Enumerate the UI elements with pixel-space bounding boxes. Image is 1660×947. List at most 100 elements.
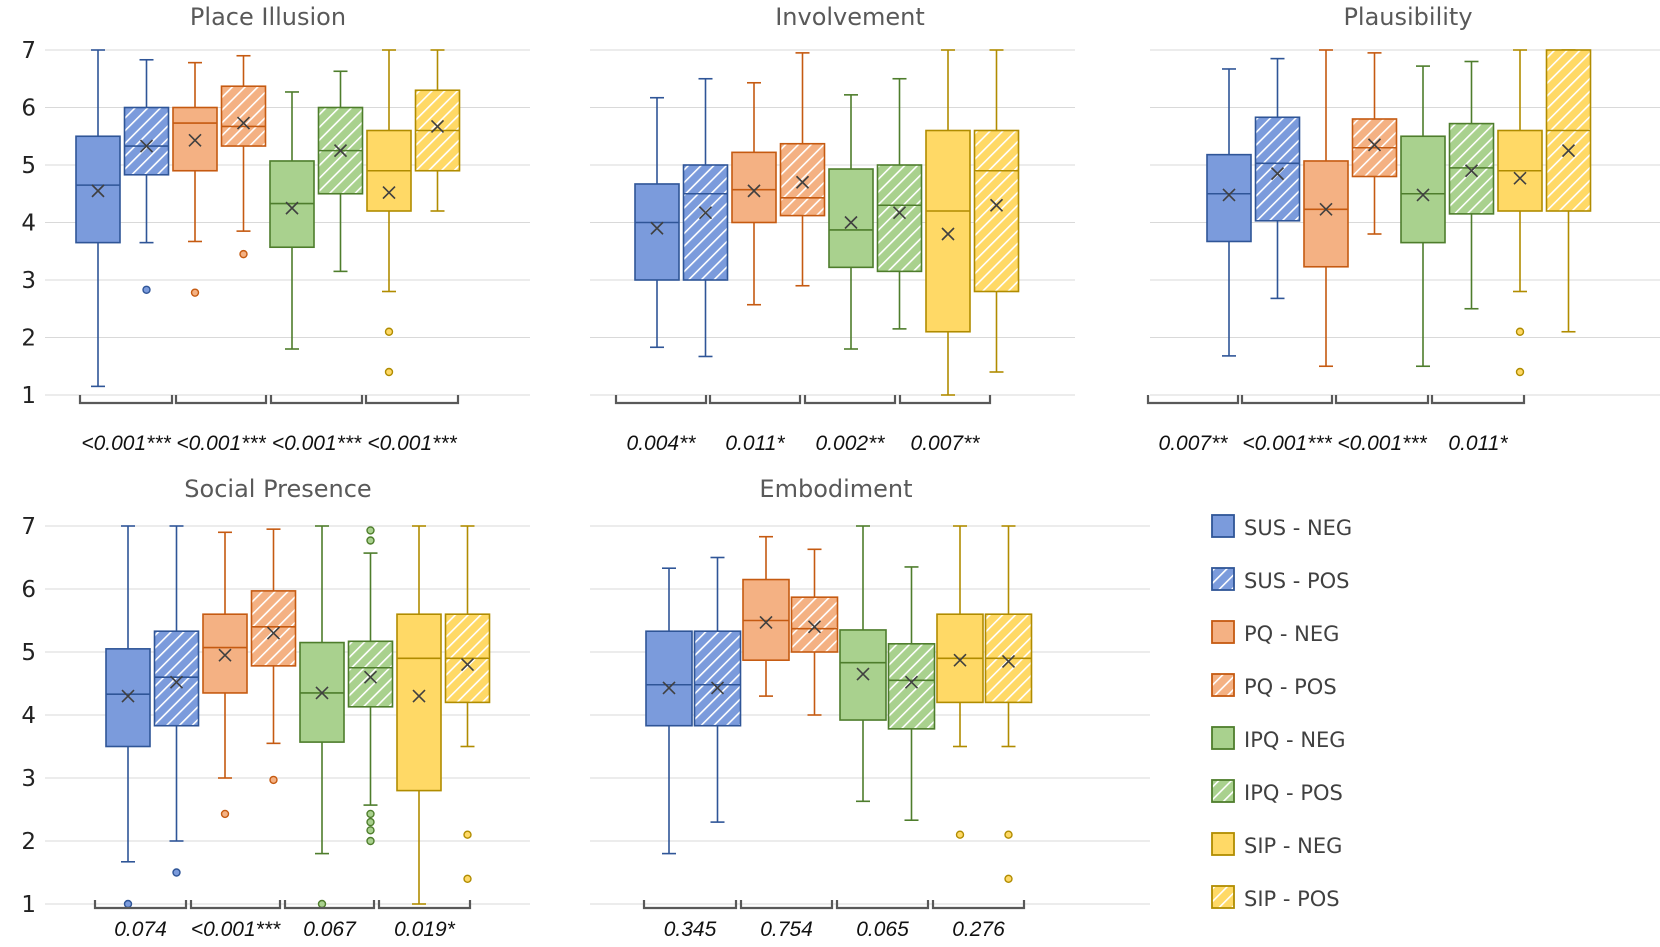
p-value-label: <0.001*** (81, 432, 171, 455)
box-iqr (75, 135, 121, 244)
mean-marker (1001, 654, 1016, 669)
legend-swatch (1211, 726, 1235, 750)
p-value-label: 0.002** (816, 432, 886, 455)
box-iqr (1254, 116, 1301, 222)
outlier-point (366, 809, 375, 819)
mean-marker (139, 139, 154, 153)
legend: SUS - NEG SUS - POS PQ - NEG PQ - POS IPQ - … (1211, 514, 1352, 911)
box-pq-neg (731, 81, 777, 306)
y-tick-label: 6 (21, 577, 36, 603)
mean-marker (333, 144, 348, 158)
box-pq-neg (1303, 49, 1349, 368)
outlier-point (172, 868, 181, 877)
mean-marker (460, 658, 475, 672)
significance-bracket (78, 395, 174, 405)
panel-title: Embodiment (759, 475, 912, 503)
y-tick-label: 1 (21, 892, 36, 918)
box-sus-pos (123, 58, 170, 294)
box-sip-pos (973, 49, 1020, 373)
p-value-label: 0.004** (627, 432, 697, 455)
box-iqr (1303, 160, 1349, 268)
significance-bracket (189, 900, 282, 910)
box-pq-pos (779, 52, 826, 287)
p-value-label: <0.001*** (176, 432, 266, 455)
box-ipq-neg (1400, 65, 1446, 368)
box-iqr (790, 596, 839, 653)
box-ipq-pos (347, 526, 394, 846)
mean-marker (795, 175, 810, 189)
box-ipq-pos (876, 77, 923, 330)
box-ipq-pos (1448, 60, 1495, 310)
outlier-point (366, 536, 375, 545)
legend-label: IPQ - POS (1244, 781, 1343, 805)
outlier-point (317, 899, 327, 909)
box-pq-pos (250, 528, 297, 785)
box-iqr (172, 106, 218, 172)
legend-label: PQ - NEG (1244, 622, 1339, 646)
legend-item: PQ - POS (1211, 673, 1337, 699)
box-sus-pos (693, 556, 742, 823)
y-tick-label: 5 (21, 153, 36, 179)
box-sip-neg (1497, 49, 1543, 377)
box-pq-neg (172, 61, 218, 297)
mean-marker (844, 215, 858, 230)
outlier-point (1004, 830, 1013, 839)
box-iqr (828, 168, 874, 269)
mean-marker (710, 681, 725, 695)
panel-title: Plausibility (1343, 3, 1472, 31)
box-iqr (645, 630, 693, 727)
legend-item: PQ - NEG (1211, 620, 1339, 646)
box-iqr (876, 164, 923, 273)
legend-swatch (1211, 514, 1235, 538)
box-sus-neg (1206, 68, 1252, 357)
mean-marker (892, 206, 907, 220)
outlier-point (1515, 327, 1525, 336)
mean-marker (1222, 188, 1236, 202)
box-sip-pos (1545, 49, 1592, 333)
p-value-label: <0.001*** (367, 432, 457, 455)
outlier-point (463, 830, 472, 839)
mean-marker (747, 184, 761, 198)
mean-marker (759, 615, 773, 629)
box-iqr (779, 142, 826, 217)
box-sip-neg (396, 525, 442, 905)
panel-involvement: Involvement 0.004** 0.011* 0.002** 0.007** (590, 3, 1075, 455)
box-iqr (1448, 122, 1495, 215)
mean-marker (698, 206, 713, 220)
box-sus-neg (75, 49, 121, 388)
box-iqr (123, 106, 170, 176)
mean-marker (953, 653, 967, 667)
legend-swatch (1211, 620, 1235, 644)
box-ipq-pos (317, 70, 364, 273)
mean-marker (315, 686, 329, 700)
panel-title: Involvement (775, 3, 925, 31)
box-sip-neg (925, 49, 971, 396)
box-sip-neg (366, 49, 412, 377)
box-sip-pos (444, 525, 491, 883)
box-iqr (693, 630, 742, 727)
box-sip-neg (936, 525, 984, 839)
legend-swatch (1211, 673, 1235, 697)
legend-swatch (1211, 779, 1235, 803)
significance-bracket (931, 900, 1026, 910)
box-iqr (153, 630, 200, 727)
box-ipq-neg (828, 94, 874, 350)
mean-marker (1319, 202, 1333, 216)
box-iqr (682, 164, 729, 281)
mean-marker (1513, 171, 1527, 185)
legend-item: SUS - NEG (1211, 514, 1352, 540)
p-value-label: 0.754 (760, 918, 813, 941)
box-sus-neg (634, 96, 680, 349)
box-sip-pos (984, 525, 1033, 883)
y-tick-label: 2 (21, 326, 36, 352)
legend-label: PQ - POS (1244, 675, 1337, 699)
mean-marker (121, 689, 135, 703)
mean-marker (1561, 144, 1576, 158)
legend-item: IPQ - NEG (1211, 726, 1346, 752)
outlier-point (190, 288, 200, 297)
box-pq-pos (220, 54, 267, 259)
y-tick-label: 7 (21, 38, 36, 64)
legend-item: SIP - POS (1211, 885, 1340, 911)
box-ipq-neg (839, 525, 887, 803)
outlier-point (1004, 874, 1013, 883)
